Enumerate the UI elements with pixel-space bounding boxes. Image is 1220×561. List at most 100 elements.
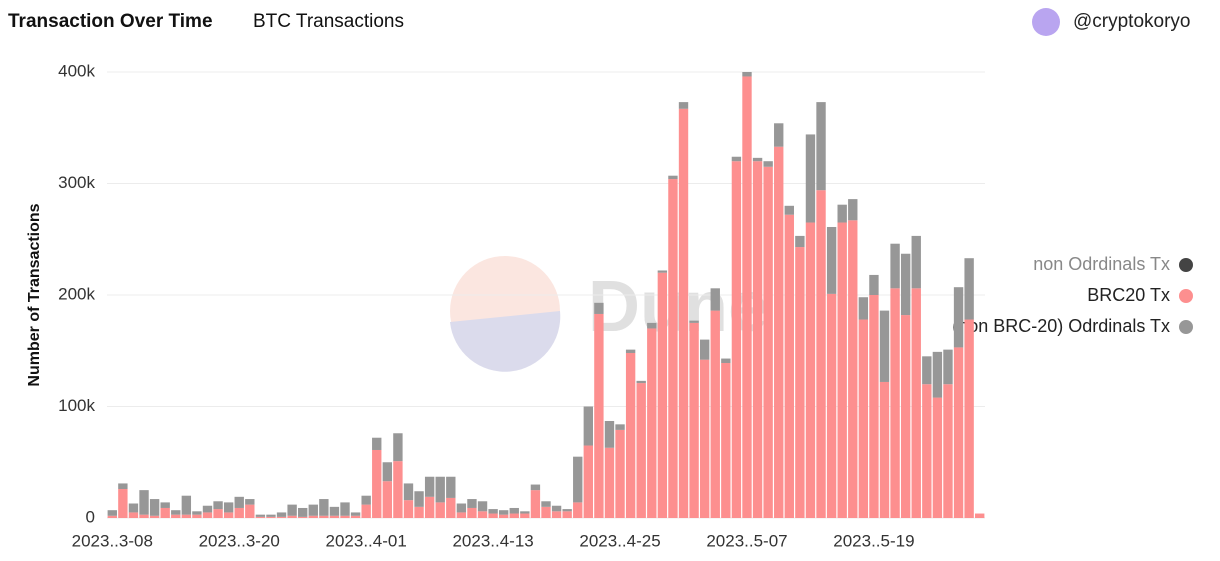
bar-segment (900, 253, 911, 316)
chart-subtitle: BTC Transactions (253, 11, 404, 32)
bar-segment (308, 515, 318, 518)
bar-segment (795, 247, 805, 518)
bar-segment (192, 511, 202, 515)
bar-segment (139, 514, 149, 518)
bar-segment (287, 504, 297, 516)
bar-segment (372, 449, 382, 518)
legend-swatch (1179, 258, 1193, 272)
bar-segment (287, 515, 297, 518)
bar-segment (435, 502, 445, 518)
bar-segment (583, 406, 594, 446)
bar-segment (890, 288, 900, 518)
bar-segment (975, 513, 985, 518)
bar-segment (816, 190, 826, 518)
bar-segment (530, 490, 541, 518)
bar-segment (551, 511, 562, 518)
bar-segment (107, 515, 117, 518)
legend-swatch (1179, 289, 1193, 303)
bar-segment (118, 489, 128, 518)
bar-segment (467, 499, 477, 508)
bar-segment (562, 509, 572, 512)
bar-segment (223, 502, 234, 513)
bar-segment (382, 462, 393, 482)
bar-segment (446, 476, 456, 498)
bar-segment (414, 491, 424, 507)
bar-segment (668, 179, 678, 519)
bar-segment (869, 274, 879, 295)
bar-segment (171, 514, 181, 518)
legend-label: BRC20 Tx (1087, 285, 1170, 305)
bar-segment (213, 501, 223, 510)
bar-segment (530, 484, 541, 491)
bar-segment (202, 512, 213, 518)
bar-segment (128, 512, 139, 518)
bar-segment (424, 496, 435, 518)
bar-segment (953, 347, 964, 518)
bar-segment (922, 384, 932, 518)
bar-segment (171, 510, 181, 515)
bar-segment (509, 507, 519, 514)
bar-segment (699, 359, 710, 518)
bar-segment (467, 507, 477, 518)
bar-segment (456, 503, 467, 513)
bar-segment (721, 363, 731, 518)
bar-segment (668, 175, 678, 180)
bar-segment (731, 161, 742, 518)
bar-segment (657, 272, 668, 518)
bar-segment (520, 511, 530, 514)
bar-segment (424, 476, 435, 497)
bar-segment (509, 513, 519, 518)
bar-segment (160, 507, 170, 518)
bar-segment (160, 502, 170, 508)
x-tick-label: 2023..3-08 (72, 531, 153, 550)
bar-segment (361, 504, 371, 518)
bar-segment (213, 509, 223, 518)
bar-segment (393, 433, 403, 462)
bar-segment (382, 481, 393, 518)
bar-segment (890, 243, 900, 289)
bar-segment (498, 514, 509, 518)
bar-segment (456, 512, 467, 518)
bar-segment (107, 510, 117, 516)
bar-segment (964, 258, 974, 320)
bar-segment (710, 288, 720, 311)
bar-segment (372, 437, 382, 450)
bar-segment (266, 516, 276, 518)
bar-segment (699, 339, 710, 360)
bar-segment (498, 510, 509, 515)
bar-segment (689, 320, 699, 323)
bar-segment (943, 349, 953, 385)
bar-segment (245, 504, 255, 518)
bar-segment (192, 514, 202, 518)
bar-segment (139, 490, 149, 515)
bar-segment (255, 516, 266, 518)
bar-segment (541, 501, 551, 507)
legend-label: (non BRC-20) Odrdinals Tx (952, 316, 1170, 336)
bar-segment (573, 502, 583, 518)
legend: non Odrdinals Tx BRC20 Tx (non BRC-20) Odr… (952, 254, 1170, 336)
bar-segment (710, 310, 720, 518)
bar-segment (848, 199, 858, 221)
bar-segment (869, 295, 879, 518)
bar-segment (181, 514, 192, 518)
bar-segment (245, 499, 255, 505)
bar-segment (657, 270, 668, 273)
bar-segment (647, 328, 657, 518)
y-tick-label: 400k (58, 61, 95, 80)
bar-segment (298, 516, 308, 518)
bar-segment (541, 506, 551, 518)
bar-segment (826, 226, 837, 294)
bar-segment (319, 515, 329, 518)
bar-segment (752, 161, 763, 518)
watermark-logo (450, 256, 561, 372)
bar-segment (647, 322, 657, 329)
bar-segment (308, 504, 318, 516)
x-tick-label: 2023..4-25 (579, 531, 660, 550)
x-tick-label: 2023..5-19 (833, 531, 914, 550)
bar-segment (435, 476, 445, 503)
bar-segment (953, 287, 964, 348)
bar-segment (763, 161, 773, 167)
bar-segment (826, 293, 837, 518)
bar-segment (752, 157, 763, 162)
